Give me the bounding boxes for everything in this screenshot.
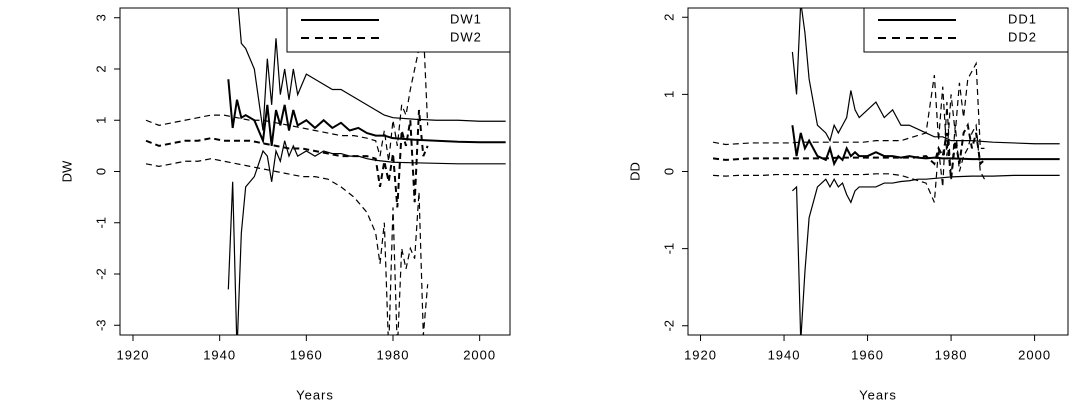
- band-line: [227, 140, 506, 335]
- plot-frame: [119, 7, 511, 336]
- band-line: [713, 102, 986, 203]
- legend-label: DD2: [1008, 29, 1037, 44]
- y-axis-label: DW: [59, 160, 74, 182]
- x-tick-label: 1920: [117, 347, 150, 362]
- legend-label: DD1: [1008, 11, 1037, 26]
- x-tick-label: 1980: [935, 347, 968, 362]
- x-tick-label: 1940: [203, 347, 236, 362]
- x-tick-label: 1940: [768, 347, 801, 362]
- legend-label: DW1: [450, 11, 482, 26]
- x-tick-label: 1960: [290, 347, 323, 362]
- y-tick-label: 3: [93, 14, 108, 21]
- x-tick-label: 1960: [851, 347, 884, 362]
- plot-frame: [687, 7, 1069, 336]
- y-tick-label: -1: [93, 217, 108, 229]
- x-tick-label: 2000: [1018, 347, 1051, 362]
- band-line: [712, 61, 985, 157]
- y-tick-label: 1: [93, 117, 108, 124]
- y-tick-label: 2: [93, 65, 108, 72]
- x-axis-label: Years: [859, 387, 897, 402]
- y-tick-label: -3: [93, 319, 108, 331]
- x-tick-label: 2000: [463, 347, 496, 362]
- band-line: [791, 8, 1060, 145]
- y-tick-label: 0: [661, 168, 676, 175]
- x-tick-label: 1980: [377, 347, 410, 362]
- series-line: [145, 109, 429, 208]
- legend-box: [863, 7, 1069, 53]
- x-axis-label: Years: [296, 387, 334, 402]
- series-line: [712, 122, 986, 180]
- series-line: [791, 125, 1060, 167]
- plot-area: [145, 8, 506, 335]
- y-tick-label: 2: [661, 14, 676, 21]
- y-tick-label: 0: [93, 168, 108, 175]
- x-tick-label: 1920: [684, 347, 717, 362]
- y-tick-label: -2: [661, 320, 676, 332]
- band-line: [145, 158, 429, 335]
- legend-label: DW2: [450, 29, 482, 44]
- band-line: [237, 8, 506, 131]
- band-line: [791, 174, 1060, 335]
- legend-box: [286, 7, 511, 53]
- y-tick-label: -2: [93, 268, 108, 280]
- y-axis-label: DD: [627, 162, 642, 181]
- y-tick-label: -1: [661, 243, 676, 255]
- y-tick-label: 1: [661, 91, 676, 98]
- plot-area: [712, 8, 1060, 335]
- panel: -3 -2 -1 0 1 2 3 1920 1940 1960 1980 2000 Years DW DW1…: [59, 7, 511, 402]
